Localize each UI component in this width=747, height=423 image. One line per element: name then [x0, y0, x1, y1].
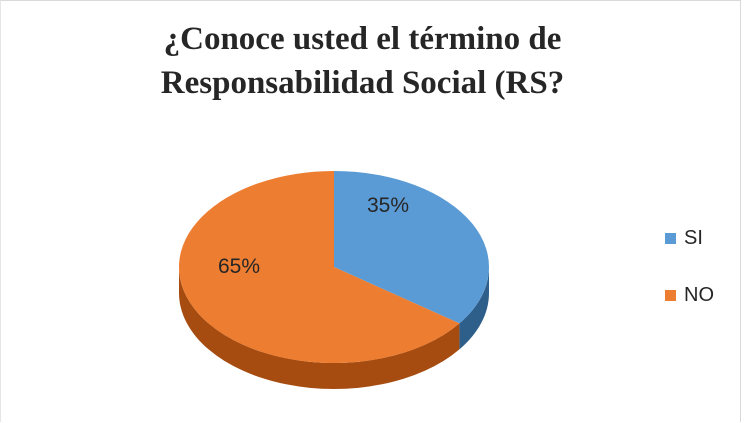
data-label-no: 65%: [218, 255, 260, 278]
legend-swatch-no: [665, 290, 676, 301]
pie-side-no: [179, 267, 460, 389]
legend-label-no: NO: [684, 284, 714, 306]
legend-item-no: NO: [665, 284, 714, 307]
legend-swatch-si: [665, 233, 676, 244]
legend-label-si: SI: [684, 227, 703, 249]
chart-title-line-1: ¿Conoce usted el término de: [163, 21, 562, 57]
pie-slice-no: [179, 171, 460, 363]
legend-item-si: SI: [665, 227, 703, 250]
chart-title-line-2: Responsabilidad Social (RS?: [160, 65, 565, 101]
data-label-si: 35%: [367, 194, 409, 217]
pie-side-si: [459, 267, 489, 350]
pie-slice-si: [334, 171, 489, 324]
